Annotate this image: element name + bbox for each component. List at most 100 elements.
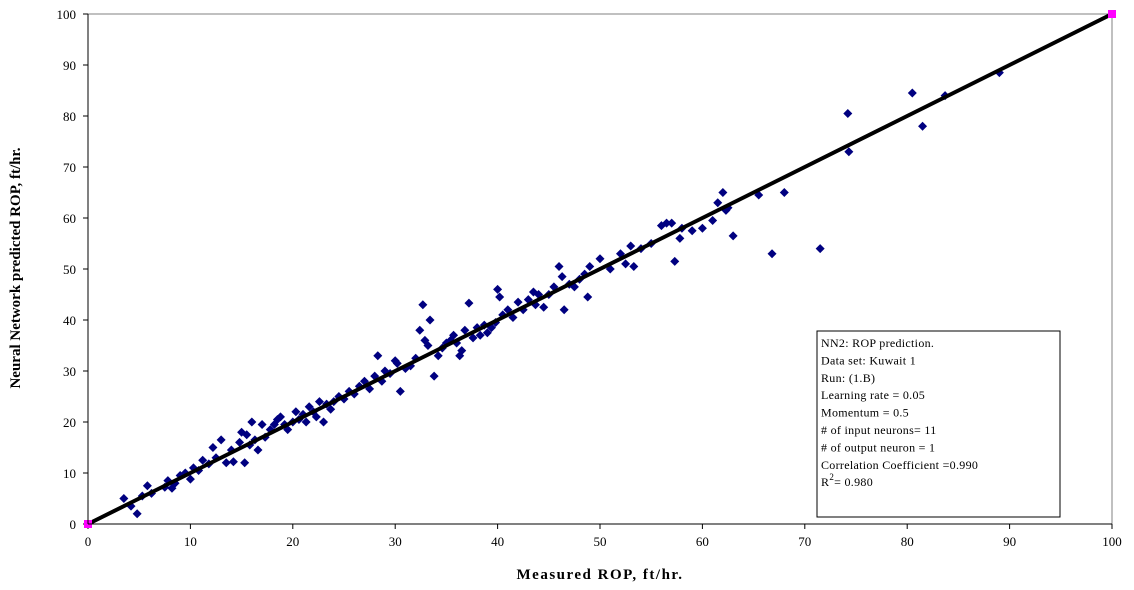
y-tick-label: 70 xyxy=(63,160,76,175)
legend-line: Correlation Coefficient =0.990 xyxy=(821,458,978,472)
data-point xyxy=(667,218,677,228)
legend-line: Learning rate = 0.05 xyxy=(821,388,925,402)
data-point xyxy=(291,407,301,417)
data-point xyxy=(216,435,226,445)
data-point xyxy=(240,458,250,468)
data-point xyxy=(503,305,513,315)
data-point xyxy=(208,443,218,452)
data-point xyxy=(457,346,467,356)
data-point xyxy=(557,272,567,282)
data-point xyxy=(449,330,459,340)
data-point xyxy=(843,108,853,118)
legend-line: Momentum = 0.5 xyxy=(821,406,909,420)
data-point xyxy=(395,386,405,396)
fit-line xyxy=(87,12,1113,526)
x-tick-label: 0 xyxy=(85,534,92,549)
data-point xyxy=(713,198,723,208)
x-axis-title: Measured ROP, ft/hr. xyxy=(517,567,684,583)
data-point xyxy=(708,216,718,226)
data-point xyxy=(326,404,336,414)
y-tick-label: 90 xyxy=(63,58,76,73)
data-point xyxy=(475,330,485,340)
data-point xyxy=(493,284,503,294)
x-tick-label: 90 xyxy=(1003,534,1016,549)
legend-frame xyxy=(816,330,1061,518)
legend-line: Data set: Kuwait 1 xyxy=(821,353,916,367)
data-point xyxy=(513,297,523,307)
y-tick-label: 10 xyxy=(63,466,76,481)
data-point xyxy=(815,244,825,254)
x-tick-label: 100 xyxy=(1102,534,1122,549)
legend-line: Run: (1.B) xyxy=(821,371,875,385)
y-tick-label: 50 xyxy=(63,262,76,277)
legend-line: NN2: ROP prediction. xyxy=(821,336,934,350)
x-tick-label: 50 xyxy=(594,534,607,549)
y-tick-label: 30 xyxy=(63,364,76,379)
data-point xyxy=(539,302,549,312)
y-tick-label: 60 xyxy=(63,211,76,226)
data-point xyxy=(615,249,625,259)
data-point xyxy=(126,501,136,511)
data-point xyxy=(468,333,478,343)
data-point xyxy=(319,417,329,427)
data-point xyxy=(728,231,738,241)
data-point xyxy=(697,223,707,233)
x-tick-label: 30 xyxy=(389,534,402,549)
endpoint-marker xyxy=(1108,10,1116,18)
data-point xyxy=(257,420,267,430)
data-point xyxy=(595,254,605,264)
data-point xyxy=(585,261,595,271)
data-point xyxy=(253,445,263,455)
x-tick-label: 10 xyxy=(184,534,197,549)
data-point xyxy=(311,412,321,422)
x-tick-label: 20 xyxy=(286,534,299,549)
data-point xyxy=(235,437,245,447)
legend-box: NN2: ROP prediction. Data set: Kuwait 1 Ru… xyxy=(816,330,1061,518)
data-point xyxy=(629,261,639,271)
data-point xyxy=(907,88,917,98)
data-point xyxy=(918,121,928,131)
data-point xyxy=(304,402,314,412)
data-point xyxy=(559,305,569,315)
data-point xyxy=(554,261,564,271)
data-point xyxy=(228,457,238,467)
data-point xyxy=(418,300,428,310)
data-point xyxy=(423,341,433,350)
y-tick-label: 20 xyxy=(63,415,76,430)
data-point xyxy=(779,188,789,197)
data-point xyxy=(276,412,286,422)
data-point xyxy=(482,328,492,338)
y-axis-title: Neural Network predicted ROP, ft/hr. xyxy=(8,147,24,388)
data-point xyxy=(767,249,777,259)
data-point xyxy=(242,430,252,440)
data-point xyxy=(433,351,443,361)
data-point xyxy=(392,358,402,368)
x-tick-label: 70 xyxy=(798,534,811,549)
data-point xyxy=(621,259,631,269)
data-point xyxy=(508,312,518,322)
data-point xyxy=(221,458,231,468)
y-tick-label: 0 xyxy=(70,517,77,532)
y-tick-label: 80 xyxy=(63,109,76,124)
x-tick-label: 60 xyxy=(696,534,709,549)
data-point xyxy=(675,233,685,243)
data-point xyxy=(132,509,142,519)
data-point xyxy=(718,188,728,197)
data-point xyxy=(119,494,129,503)
data-points xyxy=(119,68,1004,519)
legend-line: # of input neurons= 11 xyxy=(821,423,937,437)
data-point xyxy=(460,325,470,335)
data-point xyxy=(662,218,672,228)
x-tick-label: 80 xyxy=(901,534,914,549)
data-point xyxy=(464,298,474,308)
legend-line: # of output neuron = 1 xyxy=(821,440,935,454)
data-point xyxy=(185,474,195,484)
data-point xyxy=(495,292,505,302)
data-point xyxy=(425,315,435,325)
y-tick-label: 40 xyxy=(63,313,76,328)
data-point xyxy=(626,241,636,251)
data-point xyxy=(415,325,425,335)
legend-line: R2= 0.980 xyxy=(821,472,873,489)
x-tick-label: 40 xyxy=(491,534,504,549)
